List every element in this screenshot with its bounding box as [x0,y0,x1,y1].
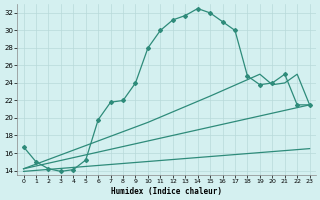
X-axis label: Humidex (Indice chaleur): Humidex (Indice chaleur) [111,187,222,196]
